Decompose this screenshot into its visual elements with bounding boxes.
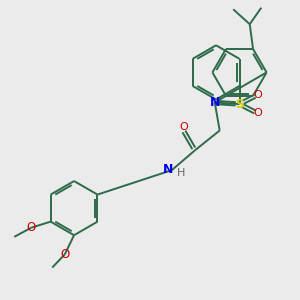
Text: O: O [253, 108, 262, 118]
Text: O: O [26, 221, 35, 234]
Text: N: N [163, 163, 173, 176]
Text: O: O [179, 122, 188, 132]
Text: O: O [60, 248, 69, 261]
Text: N: N [209, 96, 220, 109]
Text: H: H [177, 168, 185, 178]
Text: O: O [253, 90, 262, 100]
Text: S: S [235, 98, 244, 111]
